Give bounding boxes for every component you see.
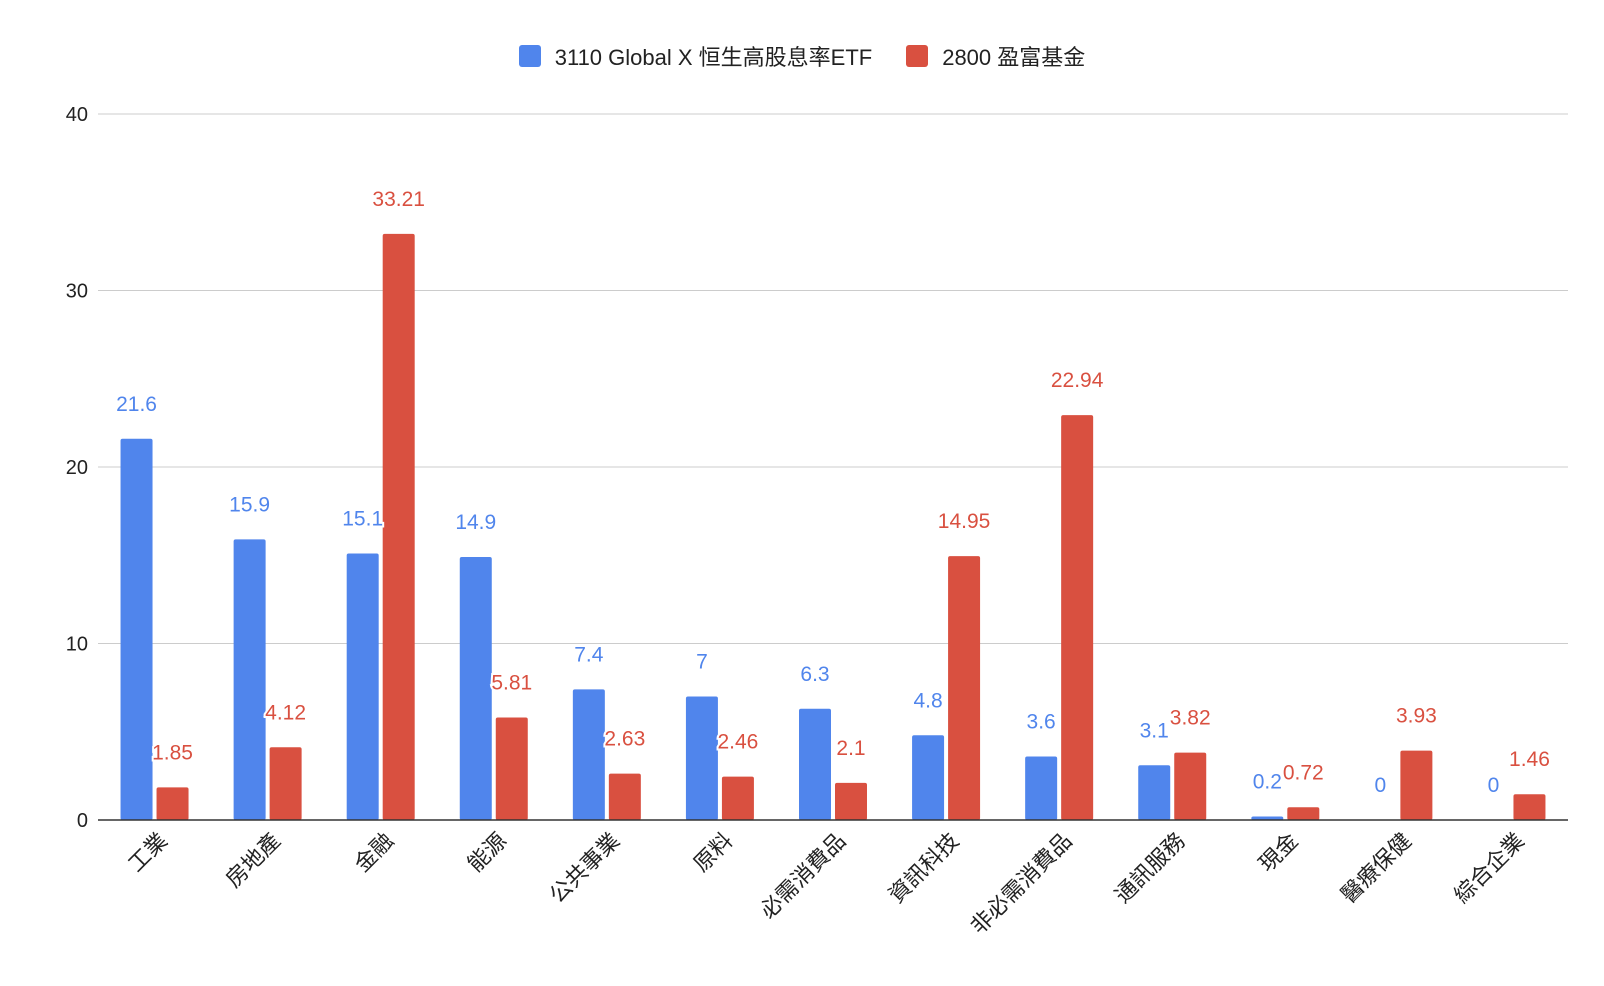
bar-series-1[interactable] xyxy=(912,735,945,820)
data-label-series-2: 14.95 xyxy=(938,510,991,533)
bar-series-2[interactable] xyxy=(608,773,641,820)
data-label-series-2: 22.94 xyxy=(1051,369,1104,392)
y-tick-label: 40 xyxy=(66,104,88,126)
y-tick-label: 10 xyxy=(66,634,88,656)
legend-label-series-2: 2800 盈富基金 xyxy=(942,45,1086,70)
bar-series-1[interactable] xyxy=(1138,765,1171,820)
data-label-series-1: 3.6 xyxy=(1027,710,1056,733)
bar-series-1[interactable] xyxy=(1251,816,1284,820)
data-label-series-1: 15.9 xyxy=(229,493,270,516)
data-label-series-2: 3.93 xyxy=(1396,705,1437,728)
data-label-series-2: 1.46 xyxy=(1509,748,1550,771)
gridlines xyxy=(98,113,1568,644)
data-label-series-2: 2.63 xyxy=(604,728,645,751)
data-label-series-2: 33.21 xyxy=(372,188,425,211)
x-axis: 工業 房地產 金融 能源 公共事業 原料 必需消費品 資訊科技 非必需消費品 通訊服務 現金 醫療保健… xyxy=(98,819,1568,939)
x-tick-label: 非必需消費品 xyxy=(966,828,1077,939)
data-label-series-1: 0 xyxy=(1375,774,1387,797)
bar-series-2[interactable] xyxy=(1287,807,1320,820)
data-labels: 21.6 15.9 15.1 14.9 7.4 7 6.3 4.8 3.6 3.1 0.2 0 0 1.8… xyxy=(114,186,1552,799)
y-tick-label: 30 xyxy=(66,281,88,303)
bar-series-2[interactable] xyxy=(1174,752,1207,820)
legend-swatch-series-1 xyxy=(518,45,541,67)
data-label-series-1: 4.8 xyxy=(913,689,942,712)
data-label-series-1: 3.1 xyxy=(1140,719,1169,742)
data-label-series-2: 3.82 xyxy=(1170,707,1211,730)
data-label-series-1: 21.6 xyxy=(116,393,157,416)
x-tick-label: 工業 xyxy=(123,828,172,877)
legend-label-series-1: 3110 Global X 恒生高股息率ETF xyxy=(554,45,873,70)
data-label-series-1: 7 xyxy=(696,650,708,673)
x-tick-label: 必需消費品 xyxy=(755,828,850,923)
bar-series-2[interactable] xyxy=(382,233,415,820)
bar-series-1[interactable] xyxy=(120,438,153,820)
data-label-series-2: 1.85 xyxy=(152,741,193,764)
y-axis: 0 10 20 30 40 xyxy=(66,104,88,832)
bar-series-2[interactable] xyxy=(948,556,981,820)
bar-series-2[interactable] xyxy=(835,782,867,820)
data-label-series-1: 15.1 xyxy=(342,507,383,530)
legend-item-series-1[interactable]: 3110 Global X 恒生高股息率ETF xyxy=(518,40,873,72)
y-tick-label: 0 xyxy=(77,810,88,832)
bar-series-2[interactable] xyxy=(156,787,189,820)
data-label-series-2: 4.12 xyxy=(265,701,306,724)
data-label-series-1: 6.3 xyxy=(800,663,829,686)
data-label-series-2: 5.81 xyxy=(491,671,532,694)
data-label-series-1: 14.9 xyxy=(455,511,496,534)
data-label-series-1: 7.4 xyxy=(574,643,604,666)
bar-series-1[interactable] xyxy=(1025,756,1058,820)
x-tick-label: 金融 xyxy=(349,828,398,877)
x-tick-label: 房地產 xyxy=(221,828,285,892)
bar-series-1[interactable] xyxy=(572,689,605,820)
bar-series-2[interactable] xyxy=(721,776,754,820)
x-tick-label: 資訊科技 xyxy=(884,828,964,908)
y-tick-label: 20 xyxy=(66,457,88,479)
x-tick-label: 綜合企業 xyxy=(1449,828,1529,908)
x-tick-label: 能源 xyxy=(463,828,512,877)
data-label-series-2: 0.72 xyxy=(1283,761,1324,784)
x-tick-label: 醫療保健 xyxy=(1336,828,1416,908)
bar-series-2[interactable] xyxy=(1513,794,1546,820)
x-tick-label: 原料 xyxy=(689,828,738,877)
bar-series-2[interactable] xyxy=(269,747,302,820)
legend-item-series-2[interactable]: 2800 盈富基金 xyxy=(906,40,1085,72)
bar-series-1[interactable] xyxy=(233,539,266,820)
bar-series-2[interactable] xyxy=(1061,415,1094,820)
legend: 3110 Global X 恒生高股息率ETF 2800 盈富基金 xyxy=(0,40,1604,72)
bar-series-2[interactable] xyxy=(1400,750,1433,820)
data-label-series-2: 2.1 xyxy=(836,737,865,760)
data-label-series-1: 0.2 xyxy=(1253,770,1282,793)
bar-series-1[interactable] xyxy=(346,553,379,820)
bar-series-1[interactable] xyxy=(685,696,718,820)
bar-series-1[interactable] xyxy=(799,708,831,820)
data-label-series-1: 0 xyxy=(1488,774,1500,797)
bar-series-1[interactable] xyxy=(459,557,492,820)
x-tick-label: 通訊服務 xyxy=(1110,828,1190,908)
bar-series-2[interactable] xyxy=(495,717,528,820)
x-tick-label: 現金 xyxy=(1254,828,1303,877)
bars xyxy=(120,233,1546,820)
legend-swatch-series-2 xyxy=(906,45,929,67)
data-label-series-2: 2.46 xyxy=(717,731,758,754)
x-tick-label: 公共事業 xyxy=(544,828,624,908)
